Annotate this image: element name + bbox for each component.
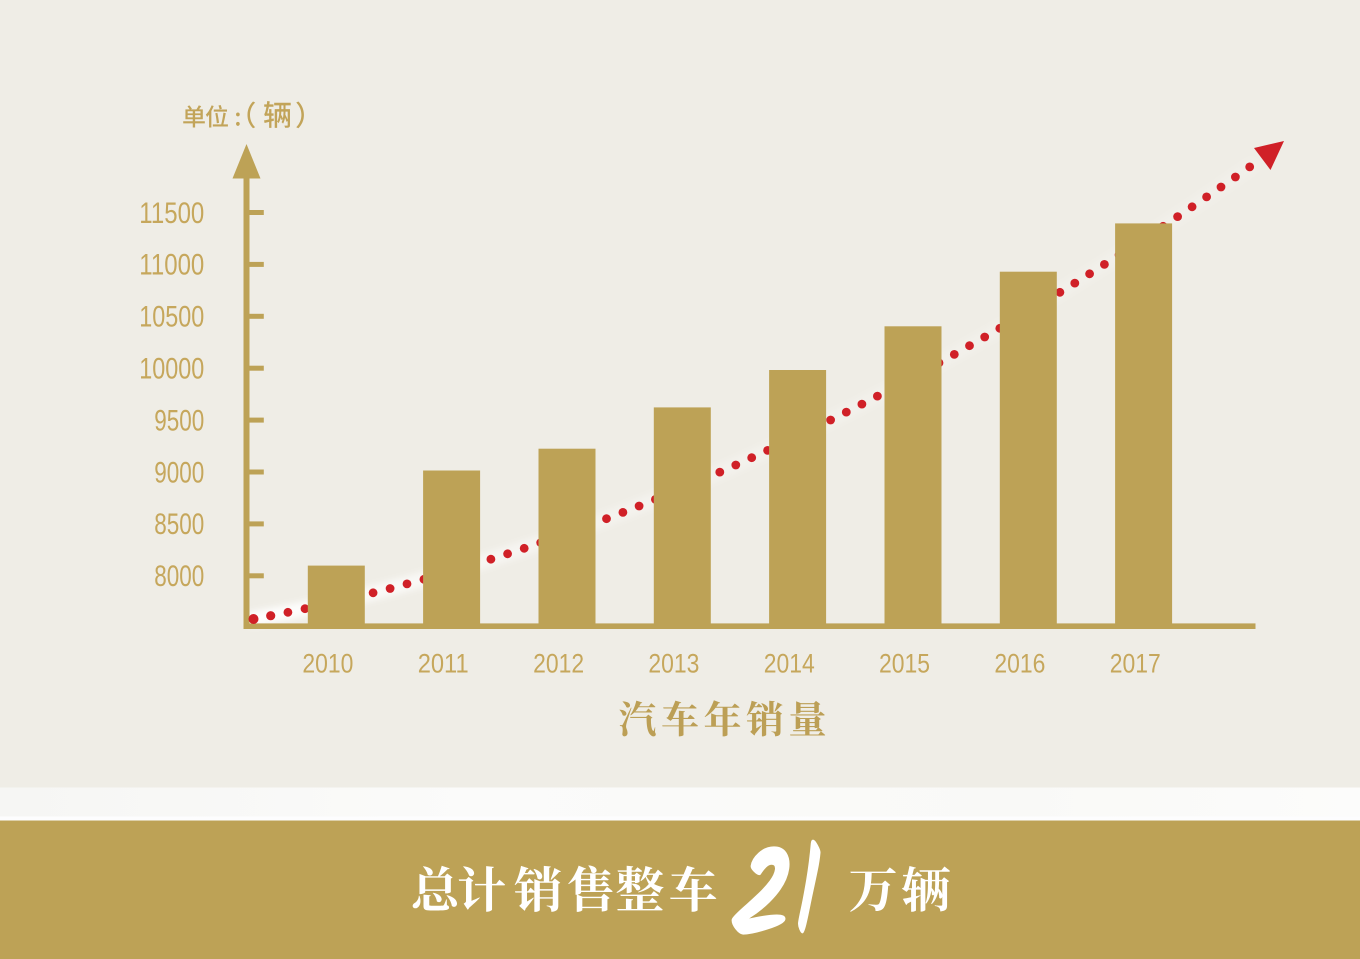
svg-text:2017: 2017 — [1110, 649, 1161, 679]
svg-text:2011: 2011 — [418, 649, 469, 679]
svg-text:2010: 2010 — [302, 649, 353, 679]
svg-text:10500: 10500 — [139, 301, 204, 334]
svg-text:2016: 2016 — [994, 649, 1045, 679]
svg-text:2012: 2012 — [533, 649, 584, 679]
svg-text:2015: 2015 — [879, 649, 930, 679]
svg-text:9500: 9500 — [154, 404, 204, 437]
svg-text:9000: 9000 — [154, 456, 204, 489]
svg-text:8500: 8500 — [154, 508, 204, 541]
svg-text:2014: 2014 — [764, 649, 815, 679]
svg-text:10000: 10000 — [139, 353, 204, 386]
svg-text:11000: 11000 — [139, 249, 204, 282]
svg-text:8000: 8000 — [154, 560, 204, 593]
svg-text:2013: 2013 — [648, 649, 699, 679]
svg-text:11500: 11500 — [139, 197, 204, 230]
